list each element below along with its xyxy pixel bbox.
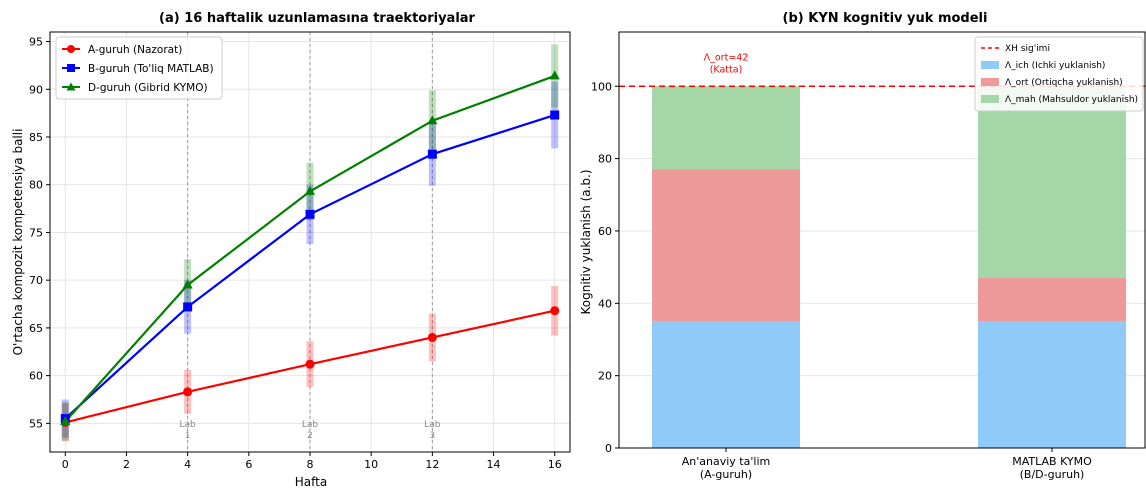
y-tick-label: 95 bbox=[29, 36, 43, 49]
panel-b-x-ticks: An'anaviy ta'lim(A-guruh) MATLAB KYMO(B/D… bbox=[682, 448, 1092, 481]
panel-b-y-axis-label: Kognitiv yuklanish (a.b.) bbox=[579, 169, 593, 314]
y-tick-label: 75 bbox=[29, 226, 43, 239]
legend-triangle-marker-icon bbox=[66, 82, 76, 91]
data-point-circle bbox=[305, 359, 315, 369]
panel-b-plot-frame bbox=[618, 31, 1146, 449]
bar-segment bbox=[652, 321, 800, 448]
data-point-circle bbox=[550, 306, 560, 316]
y-tick-label: 80 bbox=[29, 179, 43, 192]
x-tick-label: 10 bbox=[364, 458, 378, 471]
data-point-square bbox=[305, 209, 315, 219]
legend-label-b-guruh: B-guruh (To'liq MATLAB) bbox=[88, 63, 214, 75]
y-tick-label: 20 bbox=[598, 370, 612, 383]
x-tick-label: 16 bbox=[548, 458, 562, 471]
panel-a-x-axis-label: Hafta bbox=[295, 475, 327, 489]
overload-annotation-sub: (Katta) bbox=[710, 64, 743, 75]
panel-a-x-ticks: 0 2 4 6 8 10 12 14 16 bbox=[62, 452, 562, 471]
y-tick-label: 55 bbox=[29, 417, 43, 430]
legend-label-d-guruh: D-guruh (Gibrid KYMO) bbox=[88, 82, 208, 94]
x-tick-label: 6 bbox=[245, 458, 252, 471]
x-tick-label: 2 bbox=[123, 458, 130, 471]
data-point-triangle bbox=[427, 115, 438, 125]
lab-number: 3 bbox=[429, 431, 435, 441]
bar-segment bbox=[978, 86, 1126, 278]
y-tick-label: 100 bbox=[591, 80, 612, 93]
lab-label: Lab bbox=[424, 420, 441, 430]
panel-a-legend-box bbox=[55, 36, 223, 100]
x-tick-label: MATLAB KYMO bbox=[1012, 455, 1092, 468]
data-point-triangle bbox=[549, 70, 560, 80]
y-tick-label: 70 bbox=[29, 274, 43, 287]
legend-swatch-mahsuldor bbox=[981, 95, 999, 103]
legend-label-capacity: XH sig'imi bbox=[1005, 44, 1050, 54]
y-tick-label: 65 bbox=[29, 322, 43, 335]
legend-swatch-ichki bbox=[981, 61, 999, 69]
data-point-circle bbox=[183, 387, 193, 397]
overload-annotation: Λ_ort=42 bbox=[704, 52, 749, 63]
bar-segment bbox=[652, 86, 800, 170]
y-tick-label: 60 bbox=[29, 370, 43, 383]
legend-label-a-guruh: A-guruh (Nazorat) bbox=[88, 44, 182, 56]
panel-b-stacked-bar-chart: (b) KYN kognitiv yuk modeli Λ_ort=42 (Ka… bbox=[579, 11, 1146, 481]
legend-swatch-ortiqcha bbox=[981, 78, 999, 86]
panel-a-line-chart: (a) 16 haftalik uzunlamasına traektoriya… bbox=[11, 11, 571, 489]
data-point-square bbox=[427, 149, 437, 159]
data-point-square bbox=[550, 110, 560, 120]
legend-square-marker-icon bbox=[67, 64, 75, 72]
panel-b-title: (b) KYN kognitiv yuk modeli bbox=[783, 11, 988, 26]
y-tick-label: 60 bbox=[598, 225, 612, 238]
x-tick-label: (A-guruh) bbox=[700, 468, 752, 481]
y-tick-label: 90 bbox=[29, 83, 43, 96]
y-tick-label: 80 bbox=[598, 153, 612, 166]
x-tick-label: (B/D-guruh) bbox=[1020, 468, 1085, 481]
panel-b-legend-box bbox=[974, 36, 1144, 112]
y-tick-label: 85 bbox=[29, 131, 43, 144]
panel-b-bars bbox=[652, 86, 1126, 448]
panel-a-markers bbox=[60, 70, 560, 427]
panel-a-y-ticks: 55 60 65 70 75 80 85 90 95 bbox=[29, 36, 50, 430]
panel-a-y-axis-label: O'rtacha kompozit kompetensiya balli bbox=[11, 129, 25, 356]
bar-segment bbox=[652, 169, 800, 322]
x-tick-label: An'anaviy ta'lim bbox=[682, 455, 770, 468]
data-point-triangle bbox=[182, 279, 193, 289]
panel-b-legend: XH sig'imi Λ_ich (Ichki yuklanish) Λ_ort… bbox=[974, 36, 1144, 112]
legend-label-mahsuldor: Λ_mah (Mahsuldor yuklanish) bbox=[1005, 95, 1138, 105]
x-tick-label: 0 bbox=[62, 458, 69, 471]
x-tick-label: 14 bbox=[487, 458, 501, 471]
lab-number: 2 bbox=[307, 431, 313, 441]
y-tick-label: 40 bbox=[598, 297, 612, 310]
panel-a-legend: A-guruh (Nazorat) B-guruh (To'liq MATLAB… bbox=[55, 36, 223, 100]
lab-number: 1 bbox=[185, 431, 191, 441]
data-point-square bbox=[183, 302, 193, 312]
legend-circle-marker-icon bbox=[67, 45, 75, 53]
panel-a-lab-lines bbox=[187, 32, 433, 452]
lab-label: Lab bbox=[180, 420, 197, 430]
x-tick-label: 8 bbox=[307, 458, 314, 471]
y-tick-label: 0 bbox=[605, 442, 612, 455]
legend-label-ichki: Λ_ich (Ichki yuklanish) bbox=[1005, 61, 1105, 71]
data-point-triangle bbox=[305, 185, 315, 195]
bar-segment bbox=[978, 277, 1126, 322]
x-tick-label: 4 bbox=[184, 458, 191, 471]
data-point-circle bbox=[427, 332, 437, 342]
panel-b-y-ticks: 0 20 40 60 80 100 bbox=[591, 80, 619, 455]
data-point-triangle bbox=[60, 415, 71, 425]
x-tick-label: 12 bbox=[425, 458, 439, 471]
panel-a-title: (a) 16 haftalik uzunlamasına traektoriya… bbox=[159, 11, 476, 26]
legend-label-ortiqcha: Λ_ort (Ortiqcha yuklanish) bbox=[1005, 78, 1123, 88]
lab-label: Lab bbox=[302, 420, 319, 430]
bar-segment bbox=[978, 321, 1126, 448]
